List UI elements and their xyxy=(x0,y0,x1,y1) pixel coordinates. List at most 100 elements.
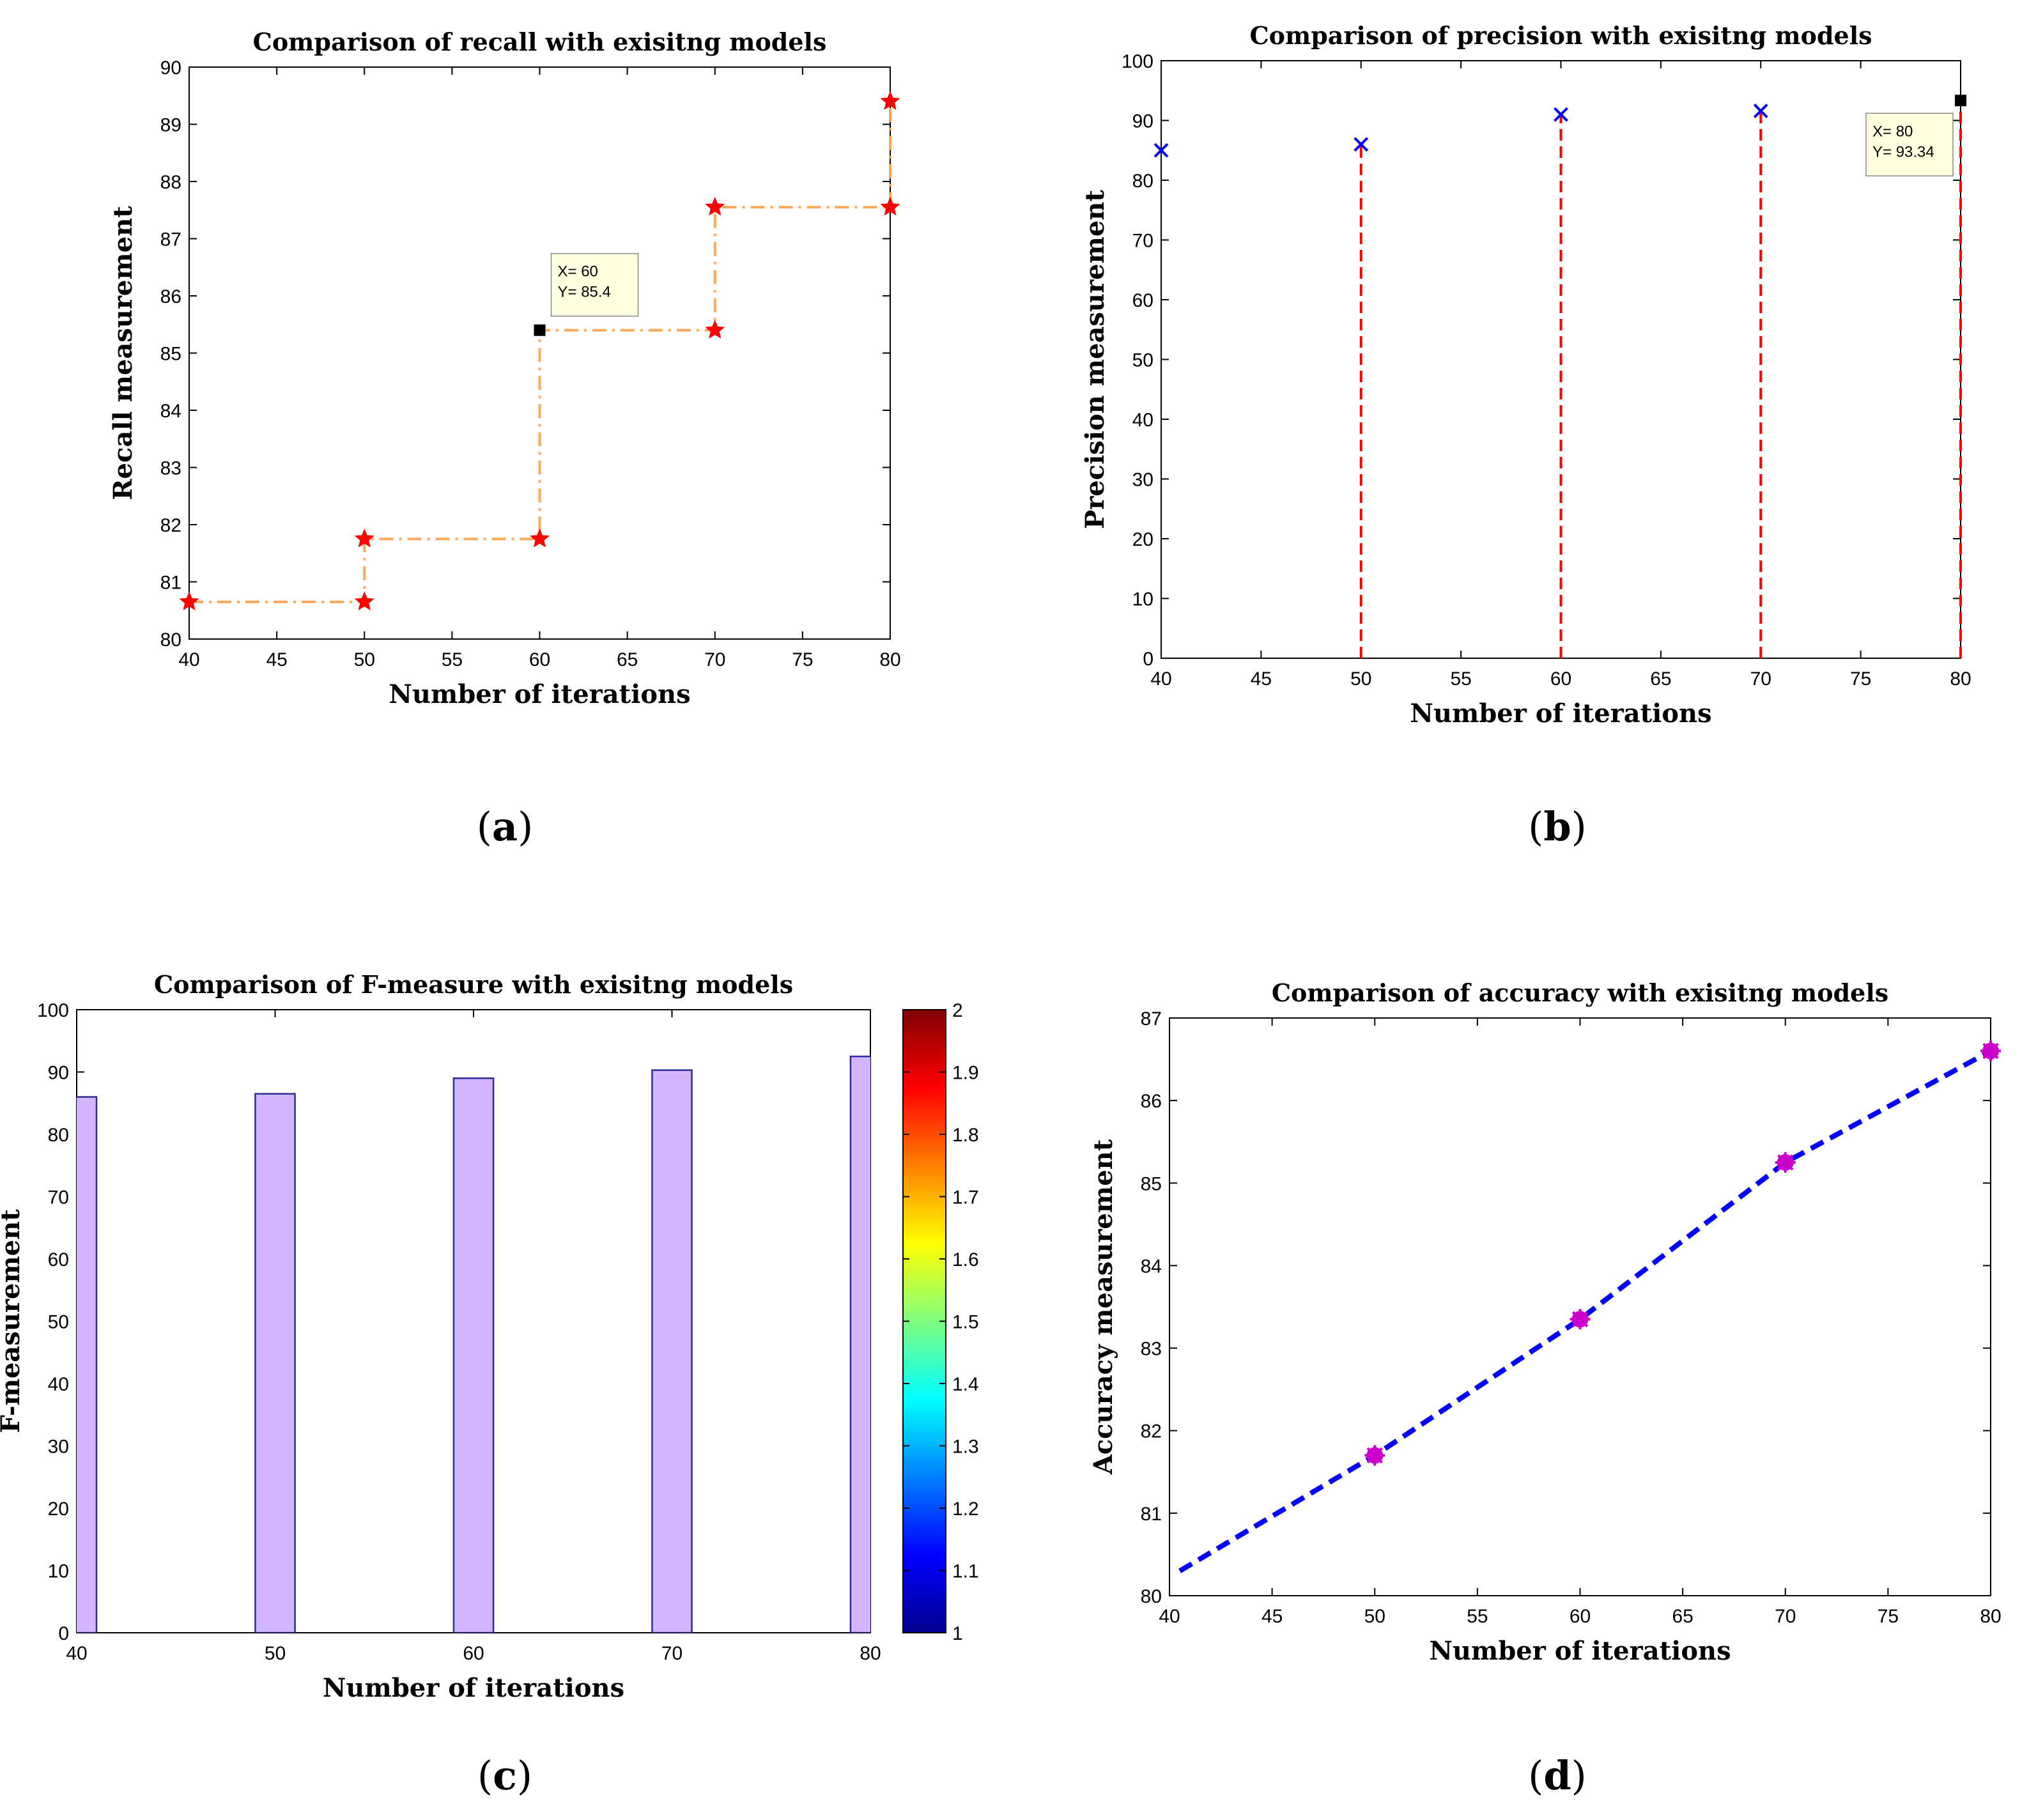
data-marker-star xyxy=(179,591,199,611)
x-tick-label: 55 xyxy=(442,649,463,670)
panel-a: 40 45 50 55 60 65 70 75 80 80 81 82 83 84 85 86 87 88 89 90… xyxy=(108,27,901,850)
colorbar-tick-label: 1.7 xyxy=(952,1187,979,1208)
y-tick-label: 84 xyxy=(160,401,181,422)
y-tick-label: 80 xyxy=(160,629,181,651)
y-tick-label: 50 xyxy=(48,1312,69,1333)
chart-title: Comparison of F-measure with exisitng mo… xyxy=(154,970,793,999)
y-tick-label: 40 xyxy=(48,1374,69,1395)
accuracy-marker-spoke xyxy=(1571,1311,1589,1328)
y-tick-label: 100 xyxy=(1122,51,1153,72)
colorbar-tick-label: 1 xyxy=(952,1623,963,1644)
x-tick-label: 45 xyxy=(266,649,287,670)
y-tick-label: 0 xyxy=(1143,649,1153,670)
colorbar: 1 1.1 1.2 1.3 1.4 1.5 1.6 1.7 1.8 1.9 2 xyxy=(902,1000,979,1644)
y-axis-label: Accuracy measurement xyxy=(1088,1139,1118,1475)
datatip-x: X= 60 xyxy=(558,263,598,281)
y-tick-label: 10 xyxy=(48,1561,69,1582)
stem-marker-x xyxy=(1554,107,1568,122)
chart-title: Comparison of recall with exisitng model… xyxy=(253,27,827,56)
x-tick-label: 80 xyxy=(879,649,900,670)
x-tick-label: 55 xyxy=(1467,1606,1488,1627)
x-tick-label: 60 xyxy=(463,1643,484,1664)
x-tick-label: 70 xyxy=(1750,668,1771,690)
y-tick-label: 10 xyxy=(1132,589,1153,610)
y-tick-label: 86 xyxy=(1141,1091,1162,1112)
y-tick-label: 82 xyxy=(1141,1421,1162,1442)
y-tick-label: 0 xyxy=(58,1623,69,1644)
y-axis-label: F-measurement xyxy=(0,1209,26,1433)
stem-marker-x xyxy=(1753,104,1768,118)
colorbar-tick-label: 1.6 xyxy=(952,1249,979,1270)
datatip-box xyxy=(550,252,639,317)
x-tick-label: 50 xyxy=(1350,668,1371,690)
data-marker-star xyxy=(354,528,374,548)
y-tick-label: 70 xyxy=(1132,231,1153,252)
y-tick-label: 87 xyxy=(1141,1008,1162,1030)
y-tick-label: 80 xyxy=(48,1125,69,1146)
y-tick-label: 100 xyxy=(37,1000,69,1021)
panel-c: 40 50 60 70 80 0 10 20 30 40 50 60 70 80 90 100 Comparis… xyxy=(0,970,979,1799)
x-tick-label: 45 xyxy=(1261,1606,1283,1627)
caption-letter: b xyxy=(1543,803,1571,850)
caption-paren: ( xyxy=(1528,1752,1543,1799)
x-axis-label: Number of iterations xyxy=(389,679,690,709)
data-marker-star xyxy=(880,197,900,216)
y-axis-label: Recall measurement xyxy=(108,206,138,500)
x-tick-label: 80 xyxy=(1950,668,1971,690)
datatip-y: Y= 85.4 xyxy=(558,284,611,301)
y-tick-label: 20 xyxy=(1132,529,1153,550)
caption-letter: a xyxy=(492,803,518,850)
x-tick-label: 70 xyxy=(1775,1606,1796,1627)
x-tick-label: 50 xyxy=(354,649,375,670)
caption-paren: ( xyxy=(477,803,492,850)
colorbar-tick-label: 2 xyxy=(952,1000,963,1021)
y-tick-label: 20 xyxy=(48,1499,69,1520)
y-tick-label: 83 xyxy=(1141,1339,1162,1360)
y-tick-label: 86 xyxy=(160,286,181,307)
panel-caption: (d) xyxy=(1528,1752,1587,1799)
accuracy-line xyxy=(1178,1049,1992,1573)
x-axis-label: Number of iterations xyxy=(1410,698,1711,729)
data-marker-star xyxy=(880,91,900,110)
datatip-marker xyxy=(534,324,546,336)
caption-paren: ) xyxy=(1571,803,1587,850)
bar xyxy=(452,1077,495,1633)
stem-marker-x xyxy=(1153,143,1169,158)
caption-letter: c xyxy=(493,1752,517,1799)
caption-paren: ) xyxy=(1571,1752,1587,1799)
y-tick-label: 60 xyxy=(1132,290,1153,311)
data-marker-star xyxy=(529,528,550,548)
x-tick-label: 75 xyxy=(1850,668,1871,690)
chart-title: Comparison of accuracy with exisitng mod… xyxy=(1272,978,1888,1007)
x-tick-label: 75 xyxy=(792,649,813,670)
y-tick-label: 83 xyxy=(160,458,181,479)
bars xyxy=(77,1055,870,1633)
x-tick-label: 60 xyxy=(1570,1606,1591,1627)
caption-paren: ) xyxy=(518,803,533,850)
colorbar-gradient xyxy=(902,1009,946,1633)
colorbar-tick-label: 1.1 xyxy=(952,1561,979,1582)
y-tick-label: 84 xyxy=(1141,1256,1162,1277)
accuracy-marker-spoke xyxy=(1366,1447,1383,1464)
x-tick-label: 40 xyxy=(1159,1606,1180,1627)
y-tick-label: 82 xyxy=(160,515,181,536)
stem-marker-x xyxy=(1354,137,1369,152)
x-tick-label: 50 xyxy=(1364,1606,1385,1627)
caption-letter: d xyxy=(1543,1752,1571,1799)
data-marker-star xyxy=(705,320,725,339)
bar xyxy=(77,1096,98,1633)
bar xyxy=(849,1055,870,1633)
caption-paren: ( xyxy=(477,1752,493,1799)
x-axis-label: Number of iterations xyxy=(323,1673,624,1703)
panel-caption: (b) xyxy=(1528,803,1587,850)
x-tick-label: 45 xyxy=(1251,668,1272,690)
y-tick-label: 30 xyxy=(48,1437,69,1458)
y-tick-label: 80 xyxy=(1141,1586,1162,1607)
x-tick-label: 60 xyxy=(529,649,550,670)
bar xyxy=(254,1093,296,1633)
y-tick-label: 80 xyxy=(1132,171,1153,192)
x-tick-label: 80 xyxy=(860,1643,881,1664)
panel-b: 40 45 50 55 60 65 70 75 80 0 10 20 30 40 50 60 70 80 90 100… xyxy=(1080,21,1971,850)
colorbar-tick-label: 1.5 xyxy=(952,1312,979,1333)
accuracy-marker-spoke xyxy=(1982,1042,1999,1060)
